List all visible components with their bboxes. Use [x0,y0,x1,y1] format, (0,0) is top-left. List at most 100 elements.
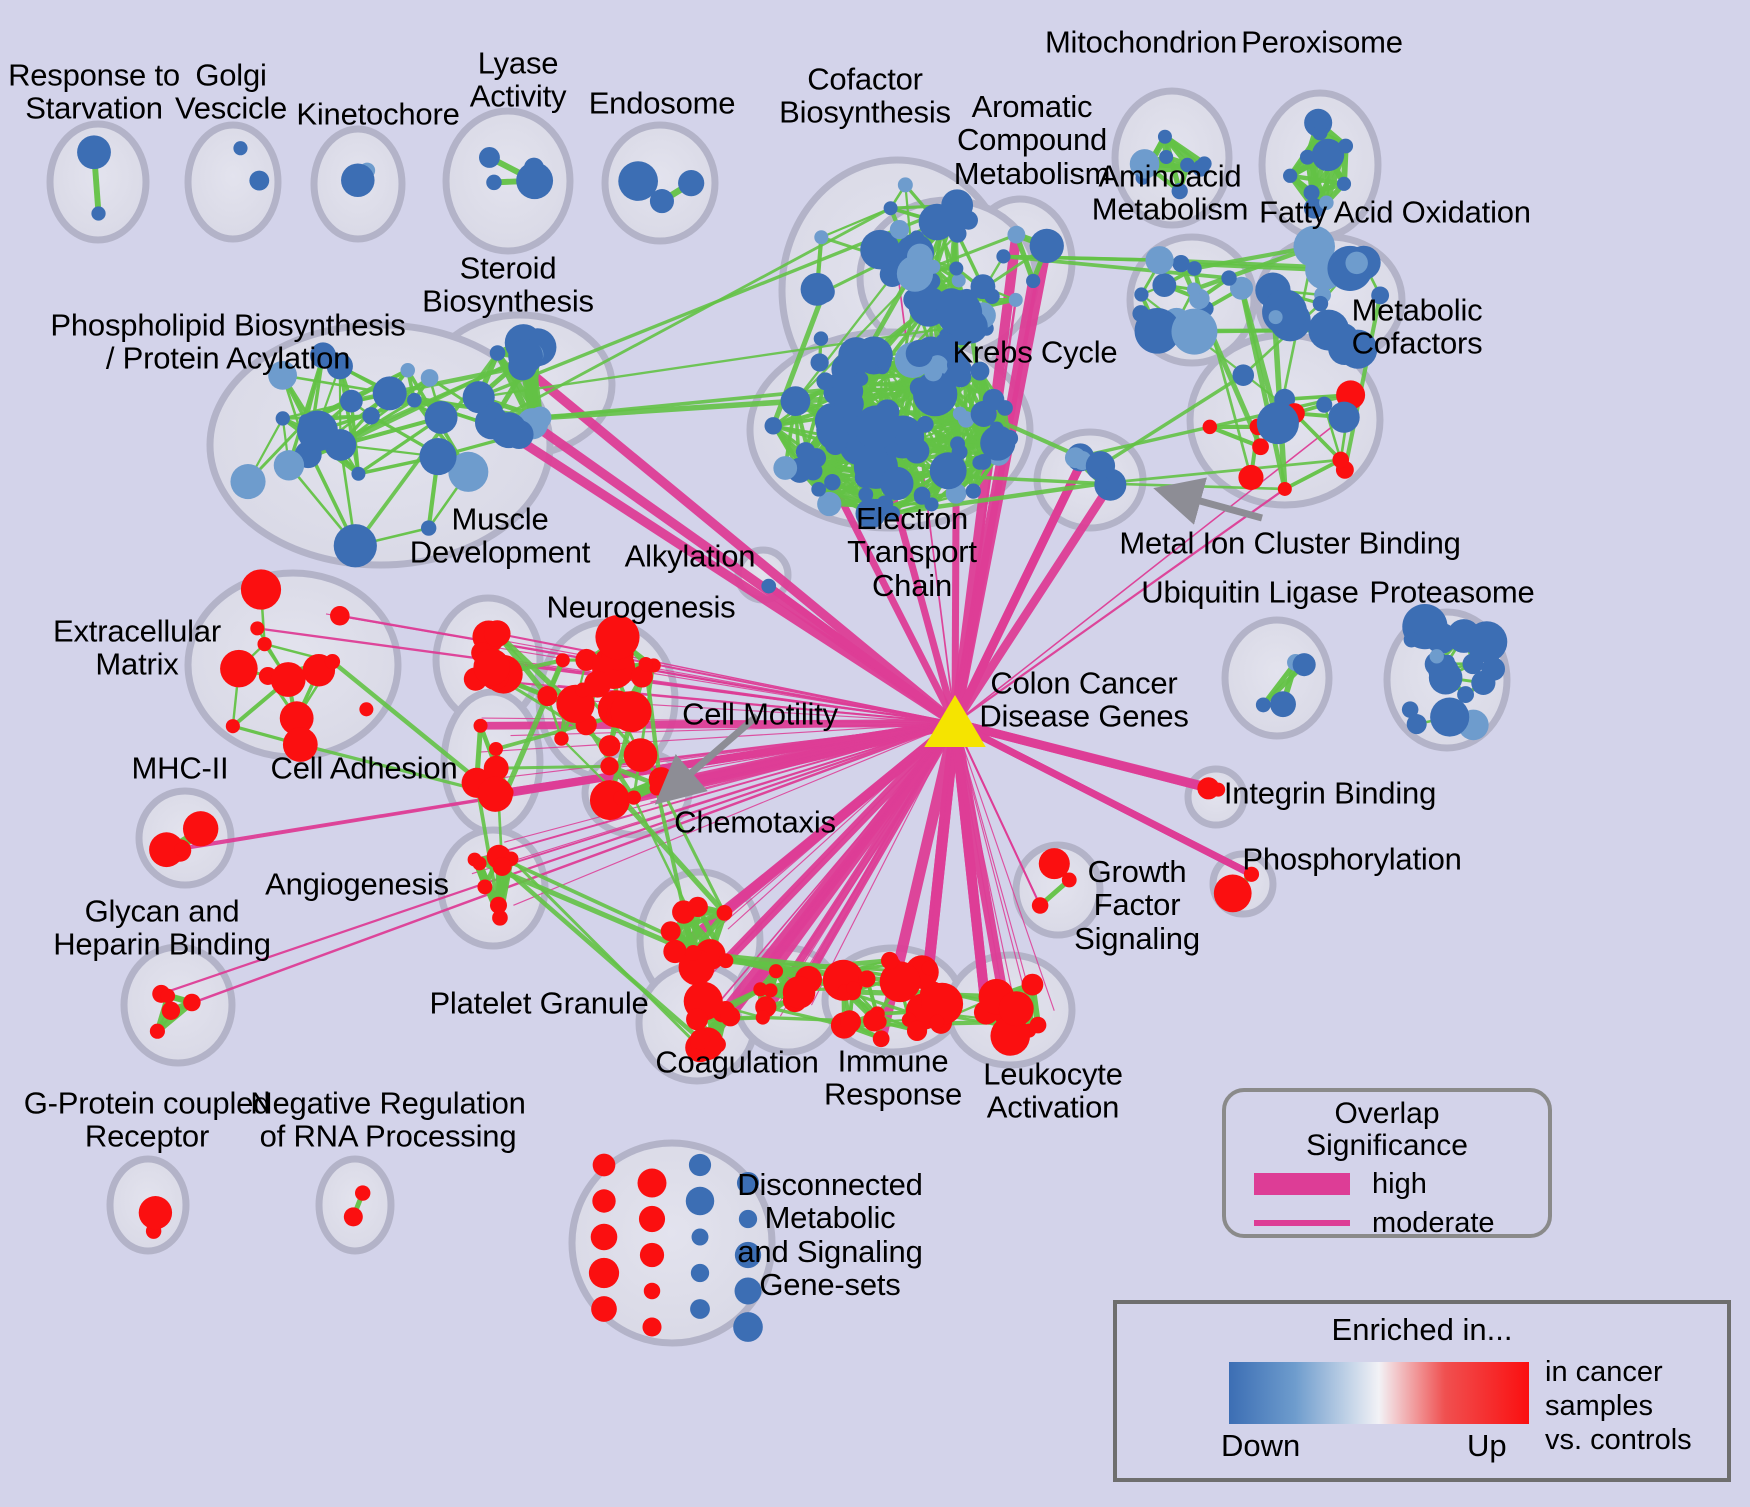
gene-set-node [795,442,816,462]
gene-set-node [637,1168,667,1198]
hub-link-moderate [471,722,956,875]
gene-set-node [225,719,240,734]
gene-set-node [592,1153,616,1177]
gene-set-node [1406,714,1427,735]
gene-set-node [904,438,930,464]
intra-edge [1163,134,1206,166]
gene-set-node [972,455,987,470]
gene-set-node [1457,686,1475,704]
gene-set-node [734,1277,762,1305]
hub-link-moderate [666,722,956,776]
gene-set-node [761,578,777,594]
gene-set-node [965,483,981,499]
inter-cluster-edge [1101,458,1341,485]
gene-set-node [858,970,876,988]
gene-set-node [896,255,934,292]
inter-cluster-edge [1003,254,1160,262]
gene-set-node [1061,872,1077,888]
gene-set-node [220,649,258,688]
gene-set-node [872,1030,890,1048]
gene-set-node [279,701,314,736]
gene-set-node [970,400,997,427]
gene-set-node [998,991,1034,1027]
gene-set-node [1332,451,1350,469]
pointer-arrow-icon-cell-motility [654,713,760,805]
gene-set-node [638,656,653,672]
gene-set-node [1312,295,1329,312]
inter-cluster-edge [473,857,695,956]
gene-set-node [478,147,500,168]
hub-link-moderate [954,722,1055,1011]
gene-set-node [359,702,374,717]
gene-set-node [949,261,964,276]
inter-cluster-edge [500,864,702,1042]
gene-set-node [623,738,658,772]
gene-set-node [1328,332,1362,366]
high-significance-label: high [1372,1167,1427,1200]
gene-set-node [854,405,899,450]
gene-set-node [1196,156,1212,172]
gene-set-node [1232,364,1255,386]
enrichment-side-note: in cancer samples vs. controls [1545,1356,1692,1456]
gene-set-node [1064,447,1086,469]
gene-set-node [948,224,967,243]
hub-link-metal-ion-cluster-binding [951,458,1087,725]
gene-set-node [913,486,931,504]
hub-triangle-icon[interactable] [924,695,986,747]
gene-set-node [782,976,816,1009]
gene-set-node [613,790,628,805]
pointer-arrow-icon-metal-ion-cluster-binding [1153,477,1263,525]
hub-link-moderate [954,722,1020,1024]
gene-set-node [718,953,734,969]
hub-node-colon-cancer-disease-genes[interactable] [924,695,986,747]
gene-set-node [1338,138,1354,154]
gene-set-node [1466,621,1508,663]
enrichment-color-gradient [1229,1362,1529,1424]
legend-row-moderate: moderate [1226,1207,1548,1240]
hub-link-muscle-development [497,632,956,725]
gene-set-node [663,939,687,964]
intra-edge [820,207,892,239]
gene-set-node [970,361,990,381]
gene-set-node [1336,176,1352,191]
gene-set-node [483,755,509,781]
gene-set-node [1238,464,1264,491]
gene-set-node [906,1020,928,1041]
gene-set-node [903,288,926,311]
gene-set-node [685,1186,715,1216]
inter-cluster-edge [794,268,899,402]
hub-link-moderate [803,722,956,988]
gene-set-node [996,249,1011,264]
gene-set-node [324,654,341,670]
gene-set-node [1312,125,1328,141]
gene-set-node [921,960,937,976]
gene-set-node [1008,292,1023,307]
hub-link-moderate [810,722,956,1006]
gene-set-node [1401,701,1419,718]
gene-set-node [690,1263,710,1283]
gene-set-node [1213,874,1252,913]
gene-set-node [889,219,910,240]
gene-set-node [268,360,298,390]
gene-set-node [310,342,337,369]
moderate-significance-label: moderate [1372,1206,1495,1239]
gene-set-node [1283,168,1298,183]
gene-set-node [687,896,708,917]
gene-set-node [940,202,955,218]
gene-set-node [1292,653,1316,677]
gene-set-node [610,691,652,733]
gene-set-node [138,1196,173,1230]
gene-set-node [160,988,176,1004]
gene-set-node [250,621,265,636]
cluster-halo-integrin-binding [1184,765,1248,829]
inter-cluster-edge [765,1005,845,1028]
gene-set-node [1277,481,1292,496]
hub-link-moderate [705,722,956,1018]
hub-link-glycan-and-heparin-binding [160,721,956,995]
gene-set-node [814,230,829,245]
gene-set-node [833,376,864,406]
gene-set-node [854,466,877,489]
gene-set-node [686,1008,709,1031]
